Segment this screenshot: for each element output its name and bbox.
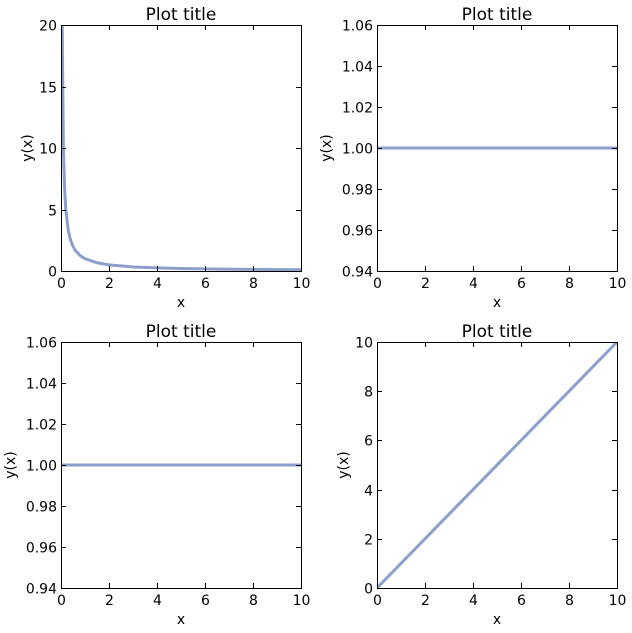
y-tick-label: 2 — [364, 533, 373, 549]
x-tick-label: 6 — [201, 593, 210, 609]
subplot-3: 0 2 4 6 8 10 0.94 0.96 0.98 1.00 1.02 1.04 1.06 Plot … — [3, 322, 310, 628]
subplot-1: 0 2 4 6 8 10 0 5 10 15 20 Plot title x y(x) — [20, 5, 310, 311]
x-tick-label: 4 — [153, 276, 162, 292]
x-tick-label: 10 — [609, 276, 627, 292]
x-axis-label: x — [177, 295, 185, 311]
y-tick-label: 10 — [355, 336, 373, 352]
x-tick-label: 10 — [293, 276, 311, 292]
y-tick-label: 0.98 — [342, 183, 373, 199]
plot-title: Plot title — [462, 322, 533, 342]
y-tick-label: 1.04 — [342, 60, 373, 76]
plot-title: Plot title — [146, 5, 217, 25]
y-tick-label: 0.94 — [342, 265, 373, 281]
y-tick-label: 0.98 — [26, 500, 57, 516]
x-axis-label: x — [177, 612, 185, 628]
x-tick-label: 10 — [609, 593, 627, 609]
y-tick-label: 0 — [48, 265, 57, 281]
x-tick-label: 0 — [57, 593, 66, 609]
x-tick-label: 4 — [469, 276, 478, 292]
y-tick-label: 1.06 — [342, 19, 373, 35]
y-tick-label: 5 — [48, 204, 57, 220]
x-tick-label: 10 — [293, 593, 311, 609]
x-tick-label: 6 — [201, 276, 210, 292]
x-tick-label: 4 — [469, 593, 478, 609]
axes-frame — [61, 25, 302, 272]
y-tick-label: 15 — [39, 81, 57, 97]
y-tick-label: 1.02 — [26, 418, 57, 434]
y-tick-label: 1.02 — [342, 101, 373, 117]
x-tick-label: 6 — [517, 276, 526, 292]
x-tick-label: 0 — [373, 276, 382, 292]
x-axis-label: x — [493, 612, 501, 628]
x-tick-label: 8 — [565, 276, 574, 292]
y-tick-label: 4 — [364, 484, 373, 500]
y-axis-label: y(x) — [336, 451, 352, 479]
series-line-1 — [61, 25, 301, 271]
y-tick-label: 0.96 — [342, 224, 373, 240]
subplot-2: 0 2 4 6 8 10 0.94 0.96 0.98 1.00 1.02 1.04 1.06 Plot … — [319, 5, 626, 311]
y-tick-label: 1.06 — [26, 336, 57, 352]
y-tick-label: 0 — [364, 582, 373, 598]
x-axis-label: x — [493, 295, 501, 311]
plot-title: Plot title — [146, 322, 217, 342]
x-tick-label: 2 — [105, 593, 114, 609]
series-line-1 — [377, 342, 617, 588]
y-tick-label: 20 — [39, 19, 57, 35]
y-tick-label: 1.00 — [26, 459, 57, 475]
y-tick-label: 0.94 — [26, 582, 57, 598]
y-tick-label: 8 — [364, 385, 373, 401]
y-axis-label: y(x) — [3, 451, 19, 479]
y-axis-label: y(x) — [319, 134, 335, 162]
x-tick-label: 4 — [153, 593, 162, 609]
x-tick-label: 2 — [421, 593, 430, 609]
y-tick-label: 6 — [364, 434, 373, 450]
x-tick-label: 6 — [517, 593, 526, 609]
y-axis-label: y(x) — [20, 134, 36, 162]
y-tick-label: 1.00 — [342, 142, 373, 158]
plot-title: Plot title — [462, 5, 533, 25]
x-tick-label: 0 — [57, 276, 66, 292]
x-tick-label: 8 — [249, 276, 258, 292]
x-tick-label: 8 — [249, 593, 258, 609]
x-tick-label: 2 — [105, 276, 114, 292]
x-tick-label: 2 — [421, 276, 430, 292]
x-tick-label: 0 — [373, 593, 382, 609]
axes-frame — [377, 342, 618, 589]
x-tick-label: 8 — [565, 593, 574, 609]
y-tick-label: 0.96 — [26, 541, 57, 557]
subplot-4: 0 2 4 6 8 10 0 2 4 6 8 10 Plot title x y(x) — [336, 322, 626, 628]
y-tick-label: 1.04 — [26, 377, 57, 393]
y-tick-label: 10 — [39, 142, 57, 158]
